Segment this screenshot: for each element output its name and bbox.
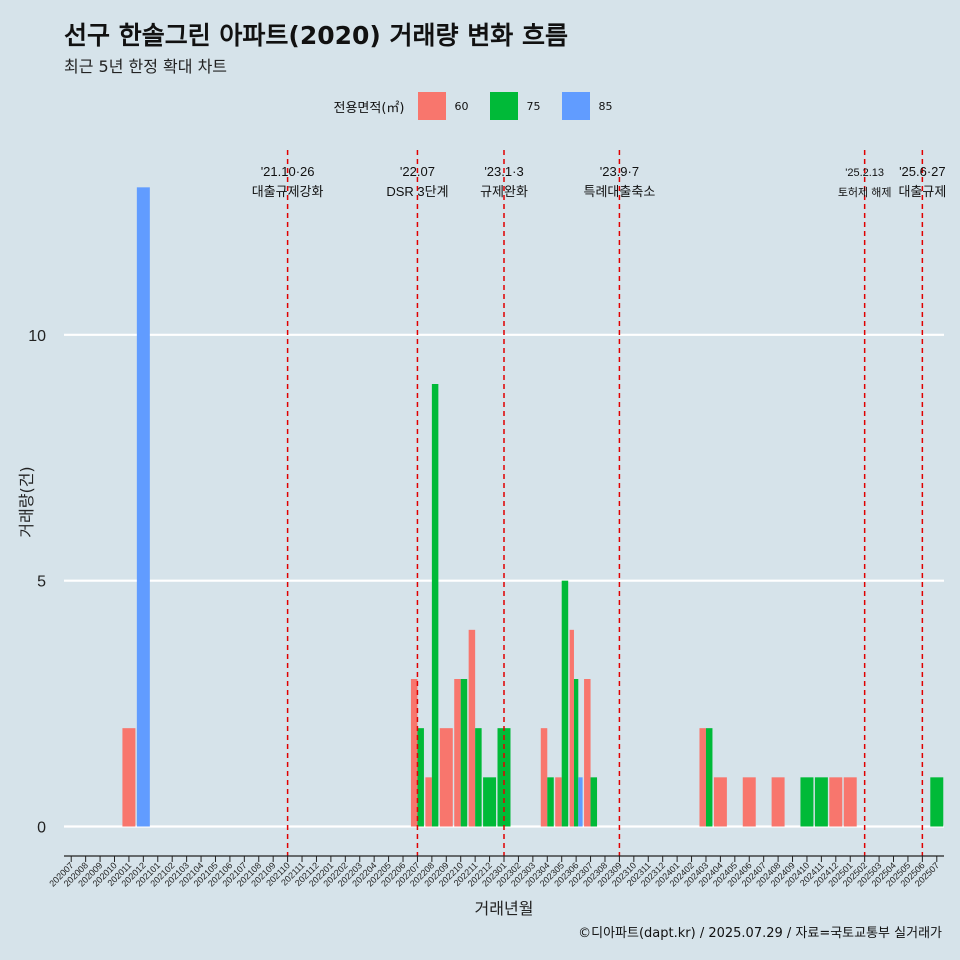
bar-60-202304: [540, 728, 548, 827]
bar-60-202306: [569, 629, 574, 827]
legend-key-60: [418, 92, 447, 120]
x-axis-title: 거래년월: [475, 899, 534, 918]
bar-60-202211: [468, 629, 476, 827]
legend-key-75: [490, 92, 519, 120]
bar-75-202305: [561, 580, 569, 827]
bar-85-202012: [136, 187, 150, 827]
event-label: 대출규제강화: [252, 184, 324, 199]
bar-60-202403: [699, 728, 706, 827]
bar-75-202304: [547, 777, 554, 827]
event-date: '25.2.13: [845, 167, 884, 179]
y-tick-label: 10: [28, 328, 46, 345]
event-date: '21.10·26: [261, 164, 315, 179]
event-label: 대출규제: [898, 184, 946, 199]
bar-75-202301: [497, 728, 511, 827]
event-label: 규제완화: [480, 184, 528, 199]
bar-75-202208: [431, 384, 439, 827]
bar-60-202307: [584, 679, 591, 827]
bar-75-202306: [573, 679, 579, 827]
bar-75-202207: [417, 728, 424, 827]
bar-75-202307: [590, 777, 598, 827]
event-label: 토허제 해제: [838, 185, 892, 199]
legend-label-85: 85: [598, 99, 613, 113]
y-axis-title: 거래량(건): [17, 466, 36, 537]
legend-key-85: [562, 92, 591, 120]
event-date: '25.6·27: [899, 164, 946, 179]
bar-60-202011: [122, 728, 136, 827]
event-label: DSR 3단계: [386, 184, 448, 199]
bar-60-202208: [425, 777, 432, 827]
bar-85-202306: [578, 777, 583, 827]
chart-title: 선구 한솔그린 아파트(2020) 거래량 변화 흐름: [64, 21, 568, 50]
event-date: '23.1·3: [484, 164, 523, 179]
bar-75-202403: [705, 728, 713, 827]
bar-75-202411: [814, 777, 828, 827]
bar-75-202210: [460, 679, 468, 827]
bar-75-202212: [483, 777, 497, 827]
bar-75-202410: [800, 777, 814, 827]
bar-60-202408: [771, 777, 785, 827]
event-label: 특례대출축소: [584, 184, 656, 199]
bar-60-202305: [555, 777, 562, 827]
y-tick-label: 0: [37, 820, 46, 837]
bar-60-202209: [439, 728, 453, 827]
legend-title: 전용면적(㎡): [333, 100, 405, 116]
event-date: '22.07: [400, 164, 435, 179]
legend-label-60: 60: [454, 99, 469, 113]
bar-75-202507: [930, 777, 944, 827]
bar-60-202412: [829, 777, 843, 827]
legend-label-75: 75: [526, 99, 541, 113]
chart-subtitle: 최근 5년 한정 확대 차트: [64, 57, 228, 76]
bar-60-202501: [843, 777, 857, 827]
chart-caption: ©디아파트(dapt.kr) / 2025.07.29 / 자료=국토교통부 실…: [578, 926, 942, 941]
event-date: '23.9·7: [600, 164, 639, 179]
bar-60-202404: [713, 777, 727, 827]
bar-60-202210: [454, 679, 461, 827]
legend: 전용면적(㎡) 60 75 85: [0, 92, 960, 120]
bar-60-202207: [410, 679, 418, 827]
bar-60-202406: [742, 777, 756, 827]
bar-75-202211: [475, 728, 482, 827]
y-tick-label: 5: [37, 574, 46, 591]
